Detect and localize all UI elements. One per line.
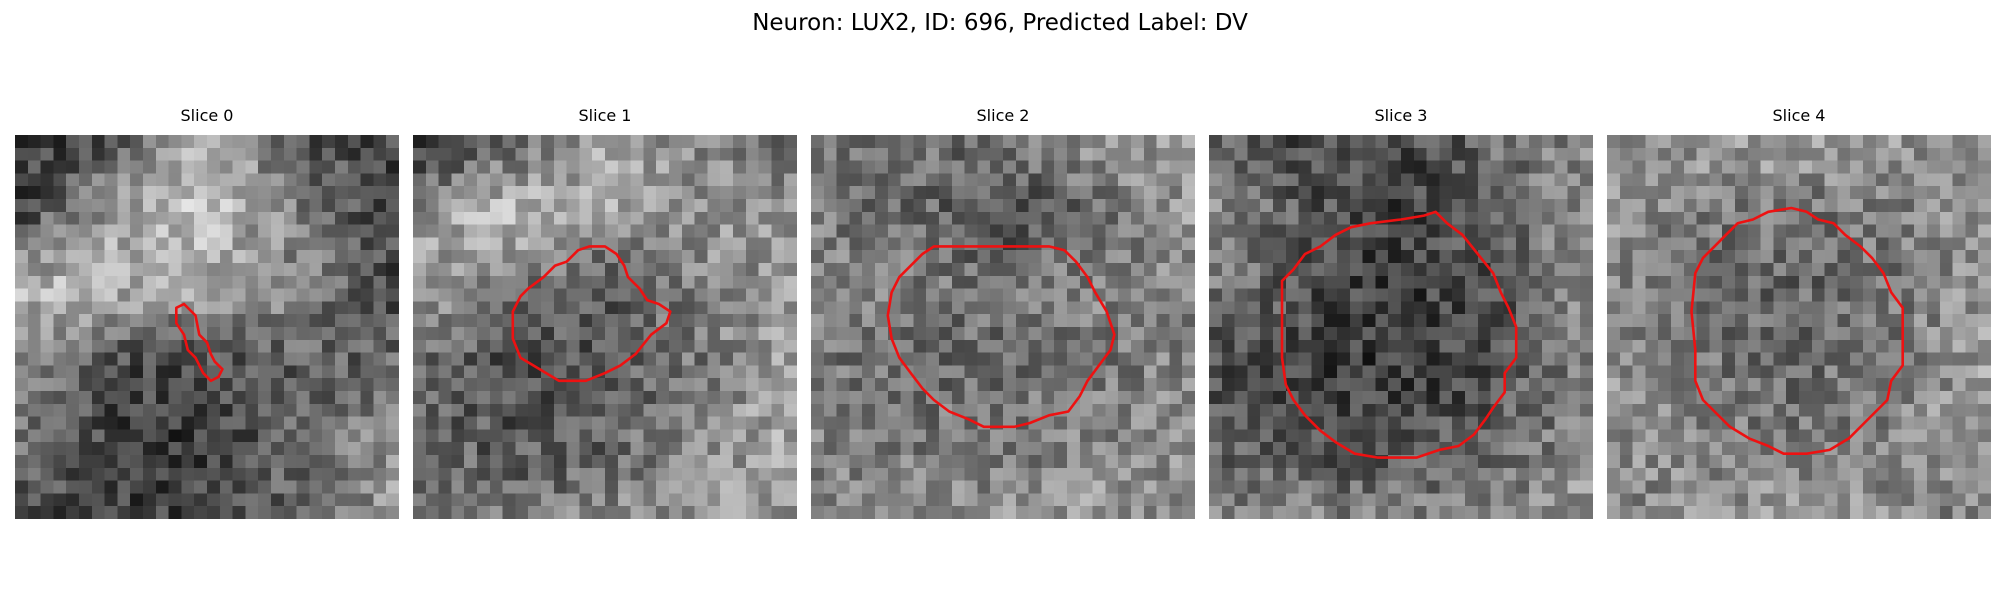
neuron-contour [1690, 206, 1905, 456]
slice-title-0: Slice 0 [180, 106, 234, 125]
pixel-grid [1607, 135, 1991, 519]
slice-image-3 [1209, 135, 1593, 519]
slice-image-4 [1607, 135, 1991, 519]
neuron-contour [175, 302, 224, 383]
neuron-contour [1280, 210, 1518, 459]
slice-title-4: Slice 4 [1772, 106, 1826, 125]
slice-panel-0: Slice 0 [15, 104, 399, 524]
pixel-grid [811, 135, 1195, 519]
figure-title: Neuron: LUX2, ID: 696, Predicted Label: … [752, 10, 1248, 36]
pixel-grid [1209, 135, 1593, 519]
slice-image-0 [15, 135, 399, 519]
slice-panel-2: Slice 2 [811, 104, 1195, 524]
neuron-contour [511, 245, 672, 383]
pixel-grid [15, 135, 399, 519]
neuron-contour [886, 245, 1116, 429]
slice-image-1 [413, 135, 797, 519]
slice-panel-1: Slice 1 [413, 104, 797, 524]
slice-title-2: Slice 2 [976, 106, 1030, 125]
pixel-grid [413, 135, 797, 519]
slice-title-3: Slice 3 [1374, 106, 1428, 125]
slice-panel-4: Slice 4 [1607, 104, 1991, 524]
slice-panel-3: Slice 3 [1209, 104, 1593, 524]
slice-title-1: Slice 1 [578, 106, 632, 125]
slice-image-2 [811, 135, 1195, 519]
